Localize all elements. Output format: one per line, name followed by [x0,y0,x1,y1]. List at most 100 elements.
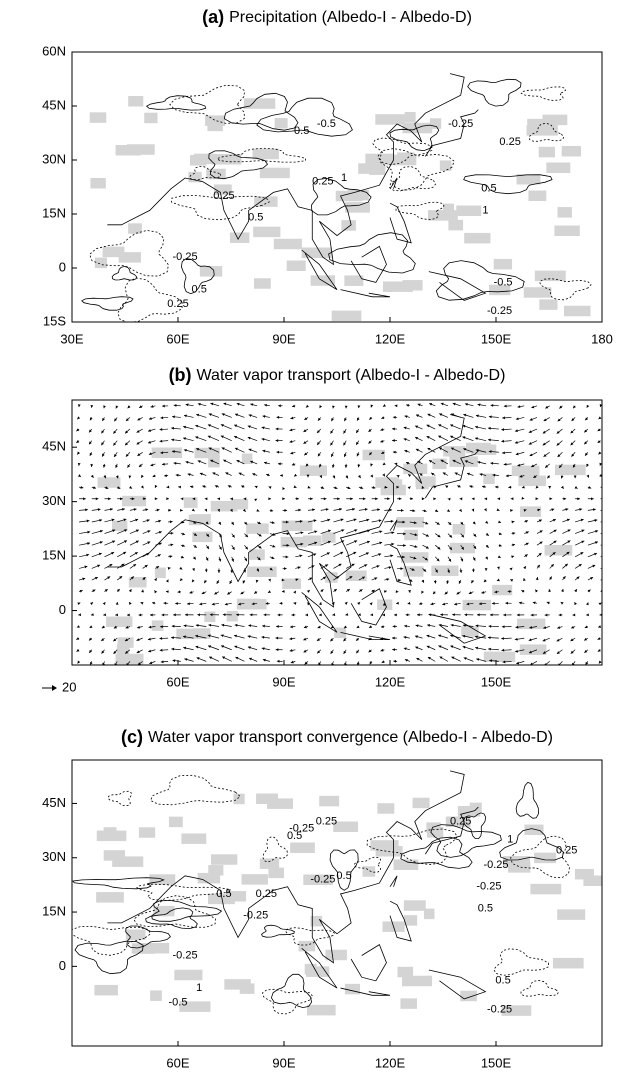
vector-head [95,497,99,501]
contour [223,92,299,131]
vector-head [545,405,549,409]
vector-head [460,521,464,525]
contour-label: -0.5 [494,276,513,288]
shading [208,456,220,468]
vector-head [535,589,538,593]
vector-head [303,637,307,641]
shading [403,463,428,475]
shading [150,990,162,1001]
vector-head [290,625,293,629]
vector-head [552,552,556,555]
vector-head [136,429,140,433]
vector-head [276,450,280,454]
shading [544,545,573,556]
shading [299,465,327,476]
vector-head [488,450,492,454]
vector-head [114,418,117,422]
vector-head [158,542,162,546]
vector-head [390,519,394,523]
vector-head [565,508,569,511]
coastline [389,544,412,586]
shading [210,500,238,512]
shading [557,909,586,920]
vector-head [557,418,561,422]
vector-head [494,485,498,489]
vector-head [303,625,307,629]
shading [230,499,249,510]
contour-label: 0.25 [213,190,234,202]
vector-head [459,570,463,573]
vector-head [559,464,562,468]
vector-head [608,520,611,523]
vector-head [238,472,242,476]
vector-head [289,649,293,652]
vector-head [137,453,141,456]
vector-head [383,590,387,594]
vector-head [195,424,199,428]
vector-head [488,624,492,628]
vector-head [230,497,233,501]
vector-head [531,405,535,409]
vector-head [525,531,529,534]
vector-head [116,588,120,592]
vector-head [217,497,220,501]
vector-head [236,460,240,463]
contour-label: 0.25 [167,298,188,310]
shading [233,793,245,805]
vector-head [240,591,244,595]
contour-label: 0.5 [481,183,496,195]
contour [467,78,522,107]
vector-head [170,531,174,535]
vector-head [463,657,467,660]
vector-head [243,569,247,573]
vector-head [207,634,211,638]
shading [243,98,276,109]
vector-head [271,556,275,560]
contour-label: -0.25 [173,949,198,961]
vector-head [325,508,329,511]
x-tick-label: 60E [166,674,189,689]
ref-arrow-head [52,685,57,691]
coastline [389,875,398,887]
shading [511,465,540,477]
vector-head [143,497,147,501]
vector-head [394,404,398,408]
vector-head [319,464,322,468]
shading [181,833,207,844]
vector-head [463,448,467,451]
vector-head [525,542,529,546]
vector-head [256,568,259,572]
vector-head [231,546,235,550]
vector-head [585,417,589,421]
vector-head [430,602,434,606]
vector-head [340,518,344,522]
vector-head [330,650,334,654]
vector-head [292,404,295,408]
vector-head [220,435,224,439]
vector-head [238,602,241,606]
vector-head [585,452,588,456]
vector-head [193,556,196,560]
shading [179,1001,211,1012]
vector-head [339,507,342,511]
contour-label: 0.25 [556,844,577,856]
vector-head [462,634,466,638]
vector-head [84,565,88,569]
vector-head [488,647,491,651]
shading [112,856,144,867]
vector-head [191,579,195,583]
shading [249,549,265,560]
vector-head [309,577,313,581]
vector-head [129,485,133,489]
vector-head [146,519,150,522]
shading [319,795,340,807]
panel-title-text: Water vapor transport convergence (Albed… [148,729,553,746]
vector-head [507,590,511,593]
vector-head [599,404,602,407]
vector-head [220,424,224,427]
vector-head [322,576,326,580]
shading [445,816,471,827]
vector-head [415,646,419,650]
vector-head [403,635,407,639]
vector-head [449,534,453,538]
